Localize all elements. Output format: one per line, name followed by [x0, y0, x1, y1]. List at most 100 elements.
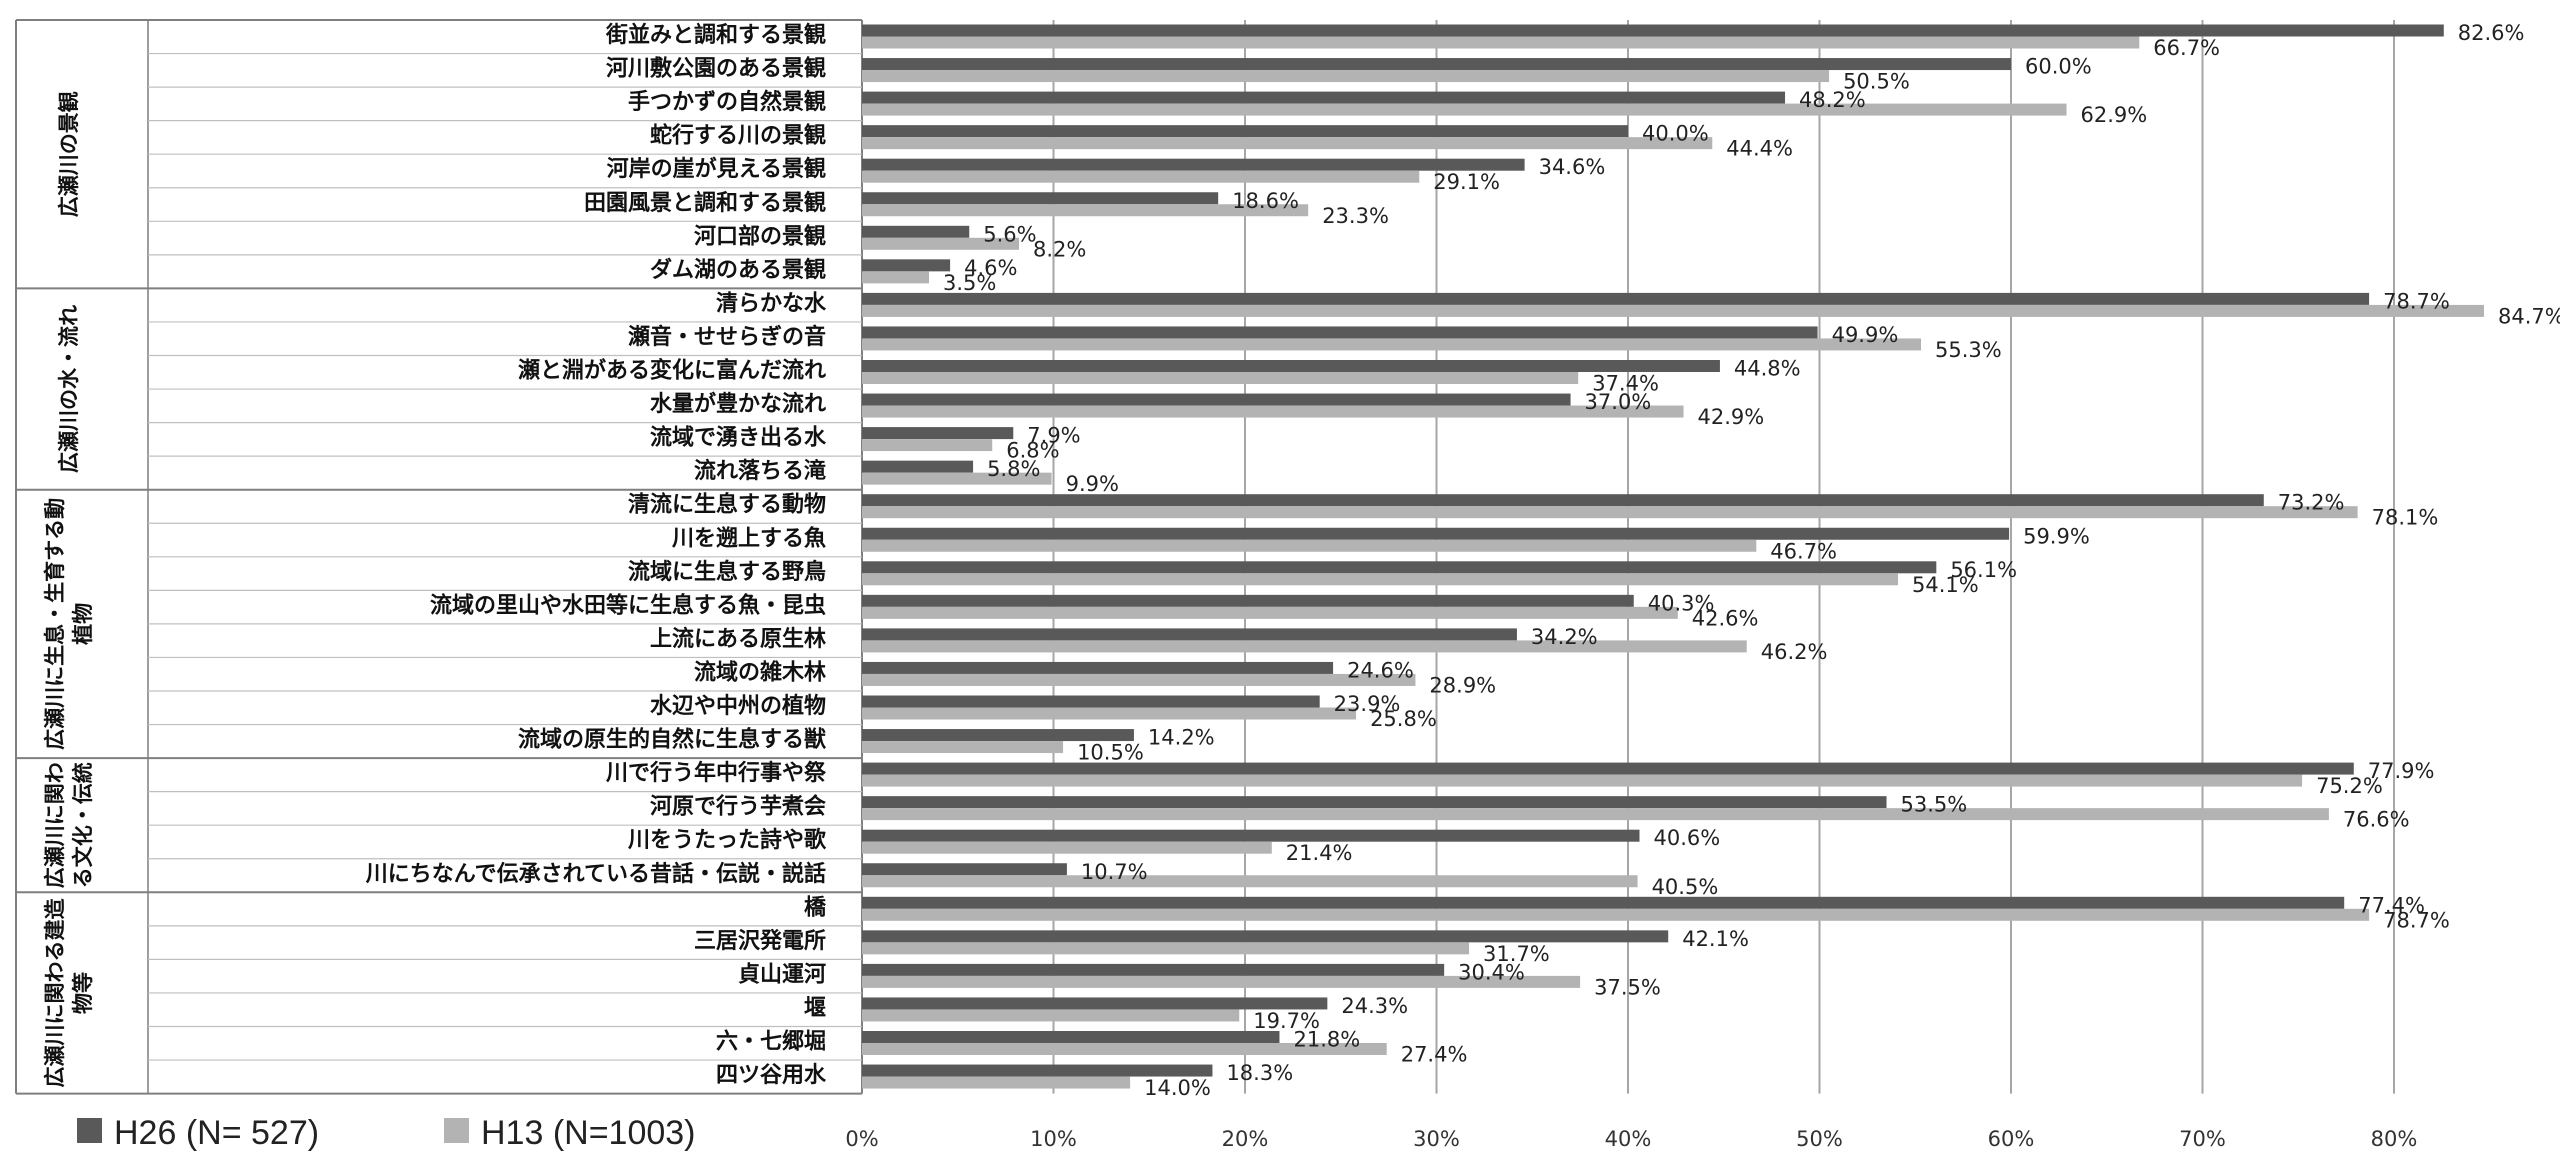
value-label-h26: 4.6%	[964, 256, 1017, 280]
bar-h26	[862, 594, 1634, 607]
value-label-h26: 34.2%	[1531, 625, 1598, 649]
category-label: 堰	[804, 996, 826, 1021]
category-label: 流域の里山や水田等に生息する魚・昆虫	[430, 592, 826, 618]
category-label: 蛇行する川の景観	[650, 123, 826, 149]
category-label: 水量が豊かな流れ	[650, 391, 826, 417]
bar-h26	[862, 796, 1887, 809]
bar-h13	[862, 707, 1357, 720]
bar-h26	[862, 393, 1571, 406]
bar-h26	[862, 963, 1445, 976]
value-label-h26: 5.6%	[983, 222, 1036, 246]
value-label-h13: 46.2%	[1761, 640, 1828, 664]
value-label-h13: 55.3%	[1935, 338, 2002, 362]
bar-h13	[862, 1043, 1387, 1055]
category-label: 川を遡上する魚	[671, 525, 826, 551]
value-label-h26: 34.6%	[1539, 155, 1606, 179]
value-label-h26: 40.0%	[1642, 122, 1709, 146]
value-label-h13: 76.6%	[2343, 808, 2410, 832]
bar-h26	[862, 661, 1334, 674]
value-label-h13: 78.7%	[2383, 908, 2450, 932]
bar-h13	[862, 908, 2370, 921]
bar-h13	[862, 405, 1684, 418]
group-label: 広瀬川に関わる建造	[43, 897, 67, 1087]
bar-h26	[862, 896, 2345, 909]
value-label-h13: 54.1%	[1912, 573, 1979, 597]
bar-h26	[862, 58, 2011, 71]
value-label-h13: 66.7%	[2153, 36, 2220, 60]
x-tick-label: 50%	[1796, 1127, 1843, 1151]
value-label-h26: 10.7%	[1081, 860, 1148, 884]
value-label-h13: 8.2%	[1033, 237, 1086, 261]
bar-h13	[862, 170, 1420, 183]
bar-h13	[862, 673, 1416, 686]
category-label: 貞山運河	[738, 962, 826, 987]
value-label-h26: 44.8%	[1734, 357, 1801, 381]
value-label-h13: 28.9%	[1429, 673, 1496, 697]
value-label-h26: 30.4%	[1458, 960, 1525, 984]
value-label-h26: 21.8%	[1293, 1028, 1360, 1052]
bar-h26	[862, 24, 2444, 37]
bar-h26	[862, 360, 1720, 372]
value-label-h26: 40.6%	[1653, 826, 1720, 850]
bar-h13	[862, 1009, 1240, 1022]
bar-h26	[862, 125, 1628, 138]
value-label-h26: 49.9%	[1832, 323, 1899, 347]
value-label-h13: 14.0%	[1144, 1076, 1211, 1100]
category-label: 流域で湧き出る水	[650, 425, 827, 451]
bar-h26	[862, 628, 1517, 641]
value-label-h13: 42.6%	[1692, 606, 1759, 630]
legend-swatch-h13	[444, 1118, 469, 1143]
category-label: 橋	[804, 895, 827, 920]
bar-h26	[862, 527, 2010, 540]
category-label: 四ツ谷用水	[716, 1063, 827, 1088]
category-label: 流域に生息する野鳥	[628, 559, 826, 585]
bar-h13	[862, 472, 1052, 485]
value-label-h26: 56.1%	[1950, 558, 2017, 582]
bar-h13	[862, 237, 1020, 250]
value-label-h13: 6.8%	[1006, 439, 1059, 463]
bar-h26	[862, 91, 1786, 104]
bar-h13	[862, 875, 1638, 888]
category-label: 瀬音・せせらぎの音	[628, 324, 826, 350]
category-label: 手つかずの自然景観	[628, 89, 826, 115]
bar-h13	[862, 70, 1830, 83]
bar-h13	[862, 338, 1921, 351]
group-label: 植物	[71, 603, 95, 645]
x-tick-label: 30%	[1413, 1127, 1460, 1151]
value-label-h13: 21.4%	[1286, 841, 1353, 865]
value-label-h26: 24.3%	[1341, 994, 1408, 1018]
category-label: 川で行う年中行事や祭	[605, 760, 827, 786]
value-label-h13: 27.4%	[1401, 1043, 1468, 1067]
bar-h13	[862, 808, 2329, 821]
bar-h13	[862, 741, 1064, 754]
value-label-h13: 10.5%	[1077, 741, 1144, 765]
category-label: 上流にある原生林	[650, 626, 826, 652]
bar-h13	[862, 573, 1899, 586]
bar-h13	[862, 640, 1747, 653]
category-label: 田園風景と調和する景観	[584, 190, 826, 216]
value-label-h26: 78.7%	[2383, 289, 2450, 313]
x-tick-label: 60%	[1988, 1127, 2035, 1151]
category-label: 清らかな水	[716, 290, 827, 316]
x-tick-label: 80%	[2371, 1127, 2418, 1151]
value-label-h13: 31.7%	[1483, 942, 1550, 966]
value-label-h26: 73.2%	[2278, 491, 2345, 515]
bar-h13	[862, 841, 1272, 854]
category-label: 河川敷公園のある景観	[606, 56, 826, 82]
legend-label-h26: H26 (N= 527)	[114, 1114, 319, 1151]
bar-h26	[862, 158, 1525, 171]
legend-swatch-h26	[77, 1118, 102, 1143]
category-label: 街並みと調和する景観	[605, 22, 826, 48]
bar-h26	[862, 997, 1328, 1010]
x-tick-label: 10%	[1030, 1127, 1077, 1151]
value-label-h26: 23.9%	[1334, 692, 1401, 716]
value-label-h26: 42.1%	[1682, 927, 1749, 951]
category-label: 河原で行う芋煮会	[650, 794, 826, 820]
bar-h13	[862, 36, 2140, 49]
value-label-h13: 44.4%	[1726, 137, 1793, 161]
bar-h26	[862, 494, 2264, 507]
category-label: 瀬と淵がある変化に富んだ流れ	[518, 358, 826, 384]
category-label: 河岸の崖が見える景観	[607, 156, 826, 182]
value-label-h26: 18.3%	[1226, 1061, 1293, 1085]
